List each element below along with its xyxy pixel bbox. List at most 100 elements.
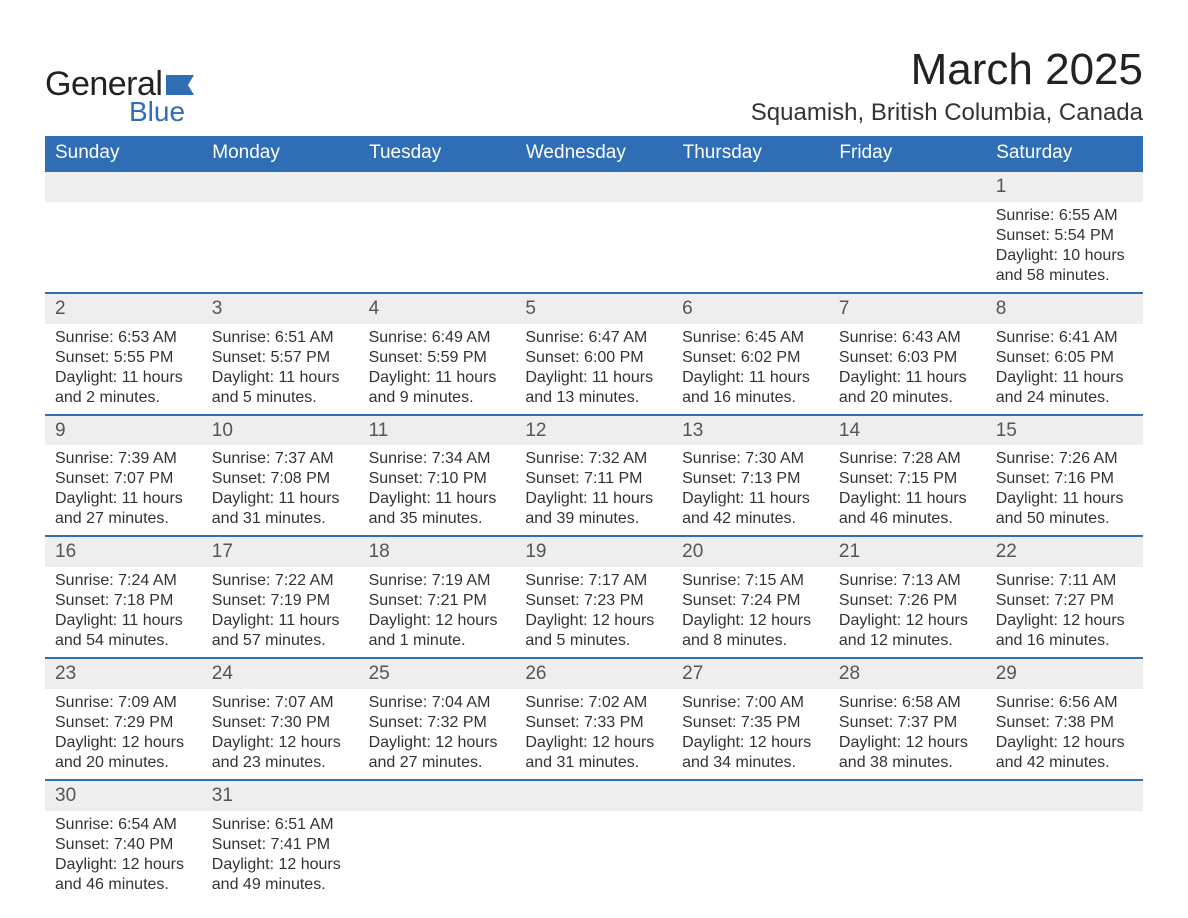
sunrise-text: Sunrise: 7:30 AM — [682, 449, 819, 469]
detail-row: Sunrise: 7:09 AMSunset: 7:29 PMDaylight:… — [45, 689, 1143, 780]
daylight-text: Daylight: 12 hours — [55, 855, 192, 875]
sunset-text: Sunset: 6:02 PM — [682, 348, 819, 368]
daylight-text: and 20 minutes. — [839, 388, 976, 408]
sunrise-text: Sunrise: 6:55 AM — [996, 206, 1133, 226]
day-cell: Sunrise: 6:55 AMSunset: 5:54 PMDaylight:… — [986, 202, 1143, 293]
sunrise-text: Sunrise: 7:19 AM — [369, 571, 506, 591]
day-number: 27 — [672, 658, 829, 689]
sunset-text: Sunset: 7:33 PM — [525, 713, 662, 733]
day-cell: Sunrise: 7:22 AMSunset: 7:19 PMDaylight:… — [202, 567, 359, 658]
daylight-text: and 42 minutes. — [682, 509, 819, 529]
day-number — [515, 780, 672, 811]
daylight-text: and 8 minutes. — [682, 631, 819, 651]
day-number: 24 — [202, 658, 359, 689]
daylight-text: and 2 minutes. — [55, 388, 192, 408]
day-number: 20 — [672, 536, 829, 567]
day-number: 15 — [986, 415, 1143, 446]
daylight-text: Daylight: 11 hours — [996, 489, 1133, 509]
day-number: 18 — [359, 536, 516, 567]
daylight-text: and 13 minutes. — [525, 388, 662, 408]
sunset-text: Sunset: 7:30 PM — [212, 713, 349, 733]
sunrise-text: Sunrise: 6:49 AM — [369, 328, 506, 348]
daylight-text: Daylight: 12 hours — [212, 855, 349, 875]
day-cell: Sunrise: 7:02 AMSunset: 7:33 PMDaylight:… — [515, 689, 672, 780]
sunrise-text: Sunrise: 6:54 AM — [55, 815, 192, 835]
daylight-text: and 24 minutes. — [996, 388, 1133, 408]
day-number — [359, 780, 516, 811]
day-number: 30 — [45, 780, 202, 811]
day-cell: Sunrise: 6:43 AMSunset: 6:03 PMDaylight:… — [829, 324, 986, 415]
day-cell: Sunrise: 6:49 AMSunset: 5:59 PMDaylight:… — [359, 324, 516, 415]
sunset-text: Sunset: 7:23 PM — [525, 591, 662, 611]
daylight-text: and 46 minutes. — [55, 875, 192, 895]
sunrise-text: Sunrise: 7:17 AM — [525, 571, 662, 591]
day-cell: Sunrise: 7:19 AMSunset: 7:21 PMDaylight:… — [359, 567, 516, 658]
day-number — [45, 171, 202, 202]
sunset-text: Sunset: 7:16 PM — [996, 469, 1133, 489]
sunset-text: Sunset: 7:41 PM — [212, 835, 349, 855]
sunrise-text: Sunrise: 6:43 AM — [839, 328, 976, 348]
daylight-text: Daylight: 12 hours — [996, 611, 1133, 631]
day-number: 9 — [45, 415, 202, 446]
day-cell: Sunrise: 6:47 AMSunset: 6:00 PMDaylight:… — [515, 324, 672, 415]
weekday-header-row: Sunday Monday Tuesday Wednesday Thursday… — [45, 136, 1143, 171]
daynum-row: 2345678 — [45, 293, 1143, 324]
daylight-text: Daylight: 11 hours — [839, 368, 976, 388]
day-cell — [829, 202, 986, 293]
day-cell — [359, 202, 516, 293]
col-friday: Friday — [829, 136, 986, 171]
daylight-text: Daylight: 11 hours — [55, 611, 192, 631]
daylight-text: and 16 minutes. — [996, 631, 1133, 651]
sunset-text: Sunset: 7:38 PM — [996, 713, 1133, 733]
sunrise-text: Sunrise: 7:39 AM — [55, 449, 192, 469]
daylight-text: and 27 minutes. — [369, 753, 506, 773]
sunset-text: Sunset: 7:37 PM — [839, 713, 976, 733]
daylight-text: Daylight: 12 hours — [525, 611, 662, 631]
sunrise-text: Sunrise: 6:56 AM — [996, 693, 1133, 713]
day-number — [672, 171, 829, 202]
day-cell: Sunrise: 7:24 AMSunset: 7:18 PMDaylight:… — [45, 567, 202, 658]
sunrise-text: Sunrise: 6:47 AM — [525, 328, 662, 348]
sunset-text: Sunset: 7:24 PM — [682, 591, 819, 611]
detail-row: Sunrise: 7:39 AMSunset: 7:07 PMDaylight:… — [45, 445, 1143, 536]
day-number — [202, 171, 359, 202]
daylight-text: and 49 minutes. — [212, 875, 349, 895]
day-cell: Sunrise: 7:32 AMSunset: 7:11 PMDaylight:… — [515, 445, 672, 536]
day-number — [986, 780, 1143, 811]
sunset-text: Sunset: 7:35 PM — [682, 713, 819, 733]
logo: General Blue — [45, 65, 194, 128]
sunrise-text: Sunrise: 7:34 AM — [369, 449, 506, 469]
sunrise-text: Sunrise: 6:58 AM — [839, 693, 976, 713]
day-cell: Sunrise: 7:15 AMSunset: 7:24 PMDaylight:… — [672, 567, 829, 658]
daylight-text: and 9 minutes. — [369, 388, 506, 408]
day-number: 13 — [672, 415, 829, 446]
daynum-row: 1 — [45, 171, 1143, 202]
daylight-text: and 39 minutes. — [525, 509, 662, 529]
detail-row: Sunrise: 6:54 AMSunset: 7:40 PMDaylight:… — [45, 811, 1143, 901]
daylight-text: Daylight: 11 hours — [525, 368, 662, 388]
day-number: 5 — [515, 293, 672, 324]
col-monday: Monday — [202, 136, 359, 171]
daylight-text: and 38 minutes. — [839, 753, 976, 773]
day-cell: Sunrise: 7:07 AMSunset: 7:30 PMDaylight:… — [202, 689, 359, 780]
day-cell: Sunrise: 7:26 AMSunset: 7:16 PMDaylight:… — [986, 445, 1143, 536]
day-number — [359, 171, 516, 202]
day-number — [829, 780, 986, 811]
daylight-text: and 34 minutes. — [682, 753, 819, 773]
sunrise-text: Sunrise: 7:32 AM — [525, 449, 662, 469]
day-cell — [515, 811, 672, 901]
day-cell: Sunrise: 7:34 AMSunset: 7:10 PMDaylight:… — [359, 445, 516, 536]
daynum-row: 16171819202122 — [45, 536, 1143, 567]
daylight-text: Daylight: 11 hours — [996, 368, 1133, 388]
daylight-text: and 35 minutes. — [369, 509, 506, 529]
sunrise-text: Sunrise: 7:37 AM — [212, 449, 349, 469]
daylight-text: and 16 minutes. — [682, 388, 819, 408]
sunrise-text: Sunrise: 7:28 AM — [839, 449, 976, 469]
daylight-text: and 1 minute. — [369, 631, 506, 651]
logo-word2: Blue — [129, 96, 194, 128]
day-number: 19 — [515, 536, 672, 567]
daylight-text: and 46 minutes. — [839, 509, 976, 529]
detail-row: Sunrise: 7:24 AMSunset: 7:18 PMDaylight:… — [45, 567, 1143, 658]
day-cell: Sunrise: 7:30 AMSunset: 7:13 PMDaylight:… — [672, 445, 829, 536]
daylight-text: Daylight: 10 hours — [996, 246, 1133, 266]
